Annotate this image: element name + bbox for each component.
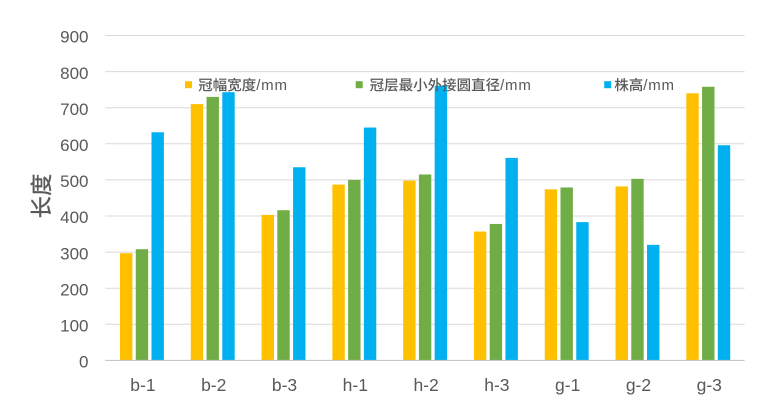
svg-text:g-3: g-3 — [697, 375, 722, 395]
svg-text:h-1: h-1 — [343, 375, 368, 395]
svg-text:600: 600 — [60, 136, 88, 155]
svg-text:800: 800 — [60, 64, 88, 83]
svg-text:700: 700 — [60, 100, 88, 119]
svg-text:0: 0 — [79, 353, 88, 372]
svg-text:/mm: /mm — [643, 77, 675, 94]
svg-text:/mm: /mm — [256, 77, 288, 94]
svg-text:b-3: b-3 — [272, 375, 297, 395]
svg-text:g-2: g-2 — [626, 375, 651, 395]
svg-text:h-2: h-2 — [413, 375, 438, 395]
svg-text:200: 200 — [60, 280, 88, 299]
svg-text:300: 300 — [60, 244, 88, 263]
svg-text:400: 400 — [60, 208, 88, 227]
svg-text:900: 900 — [60, 28, 88, 47]
svg-text:/mm: /mm — [500, 77, 532, 94]
svg-text:h-3: h-3 — [484, 375, 509, 395]
svg-text:b-1: b-1 — [130, 375, 155, 395]
svg-text:100: 100 — [60, 317, 88, 336]
svg-text:500: 500 — [60, 172, 88, 191]
svg-text:b-2: b-2 — [201, 375, 226, 395]
svg-text:g-1: g-1 — [555, 375, 580, 395]
